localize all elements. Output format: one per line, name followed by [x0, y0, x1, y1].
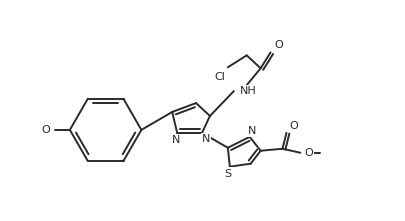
Text: N: N [201, 134, 210, 144]
Text: S: S [224, 169, 231, 179]
Text: N: N [247, 126, 255, 136]
Text: O: O [274, 40, 283, 50]
Text: Cl: Cl [213, 72, 224, 82]
Text: O: O [304, 148, 312, 158]
Text: O: O [289, 121, 297, 131]
Text: N: N [172, 135, 180, 145]
Text: NH: NH [239, 86, 256, 96]
Text: O: O [41, 125, 50, 135]
